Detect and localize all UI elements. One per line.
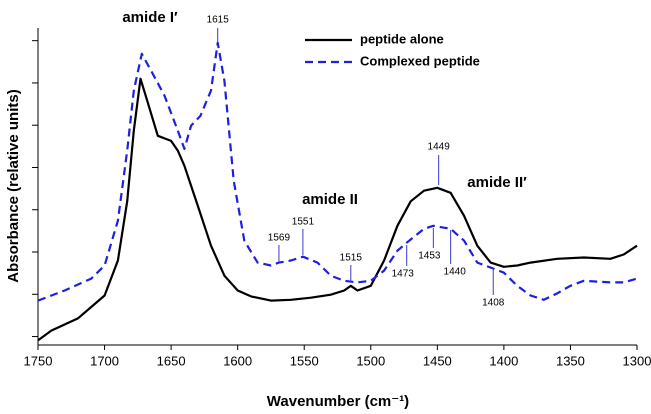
x-tick-label: 1300 bbox=[623, 353, 651, 368]
peak-label: 1551 bbox=[292, 217, 315, 228]
peak-label: 1569 bbox=[268, 233, 291, 244]
series-line bbox=[37, 77, 638, 342]
peak-label: 1515 bbox=[340, 253, 363, 264]
peak-label: 1449 bbox=[428, 142, 451, 153]
peak-label: 1440 bbox=[444, 267, 467, 278]
peak-label: 1408 bbox=[482, 298, 505, 309]
x-tick-label: 1400 bbox=[489, 353, 518, 368]
x-tick-label: 1550 bbox=[290, 353, 319, 368]
series-line bbox=[37, 41, 638, 302]
x-tick-label: 1600 bbox=[223, 353, 252, 368]
x-tick-label: 1500 bbox=[356, 353, 385, 368]
peak-label: 1453 bbox=[418, 251, 441, 262]
x-axis-title: Wavenumber (cm⁻¹) bbox=[267, 393, 409, 410]
legend-label: peptide alone bbox=[360, 31, 444, 46]
peak-label: 1615 bbox=[207, 15, 230, 26]
x-tick-label: 1650 bbox=[157, 353, 186, 368]
x-tick-label: 1350 bbox=[556, 353, 585, 368]
y-axis-title: Absorbance (relative units) bbox=[5, 89, 22, 282]
peak-label: 1473 bbox=[392, 269, 415, 280]
annotation: amide I′ bbox=[122, 9, 178, 26]
annotation: amide II bbox=[302, 191, 358, 208]
legend-label: Complexed peptide bbox=[360, 53, 480, 68]
x-tick-label: 1700 bbox=[90, 353, 119, 368]
annotation: amide II′ bbox=[467, 174, 527, 191]
x-tick-label: 1750 bbox=[24, 353, 53, 368]
x-tick-label: 1450 bbox=[423, 353, 452, 368]
